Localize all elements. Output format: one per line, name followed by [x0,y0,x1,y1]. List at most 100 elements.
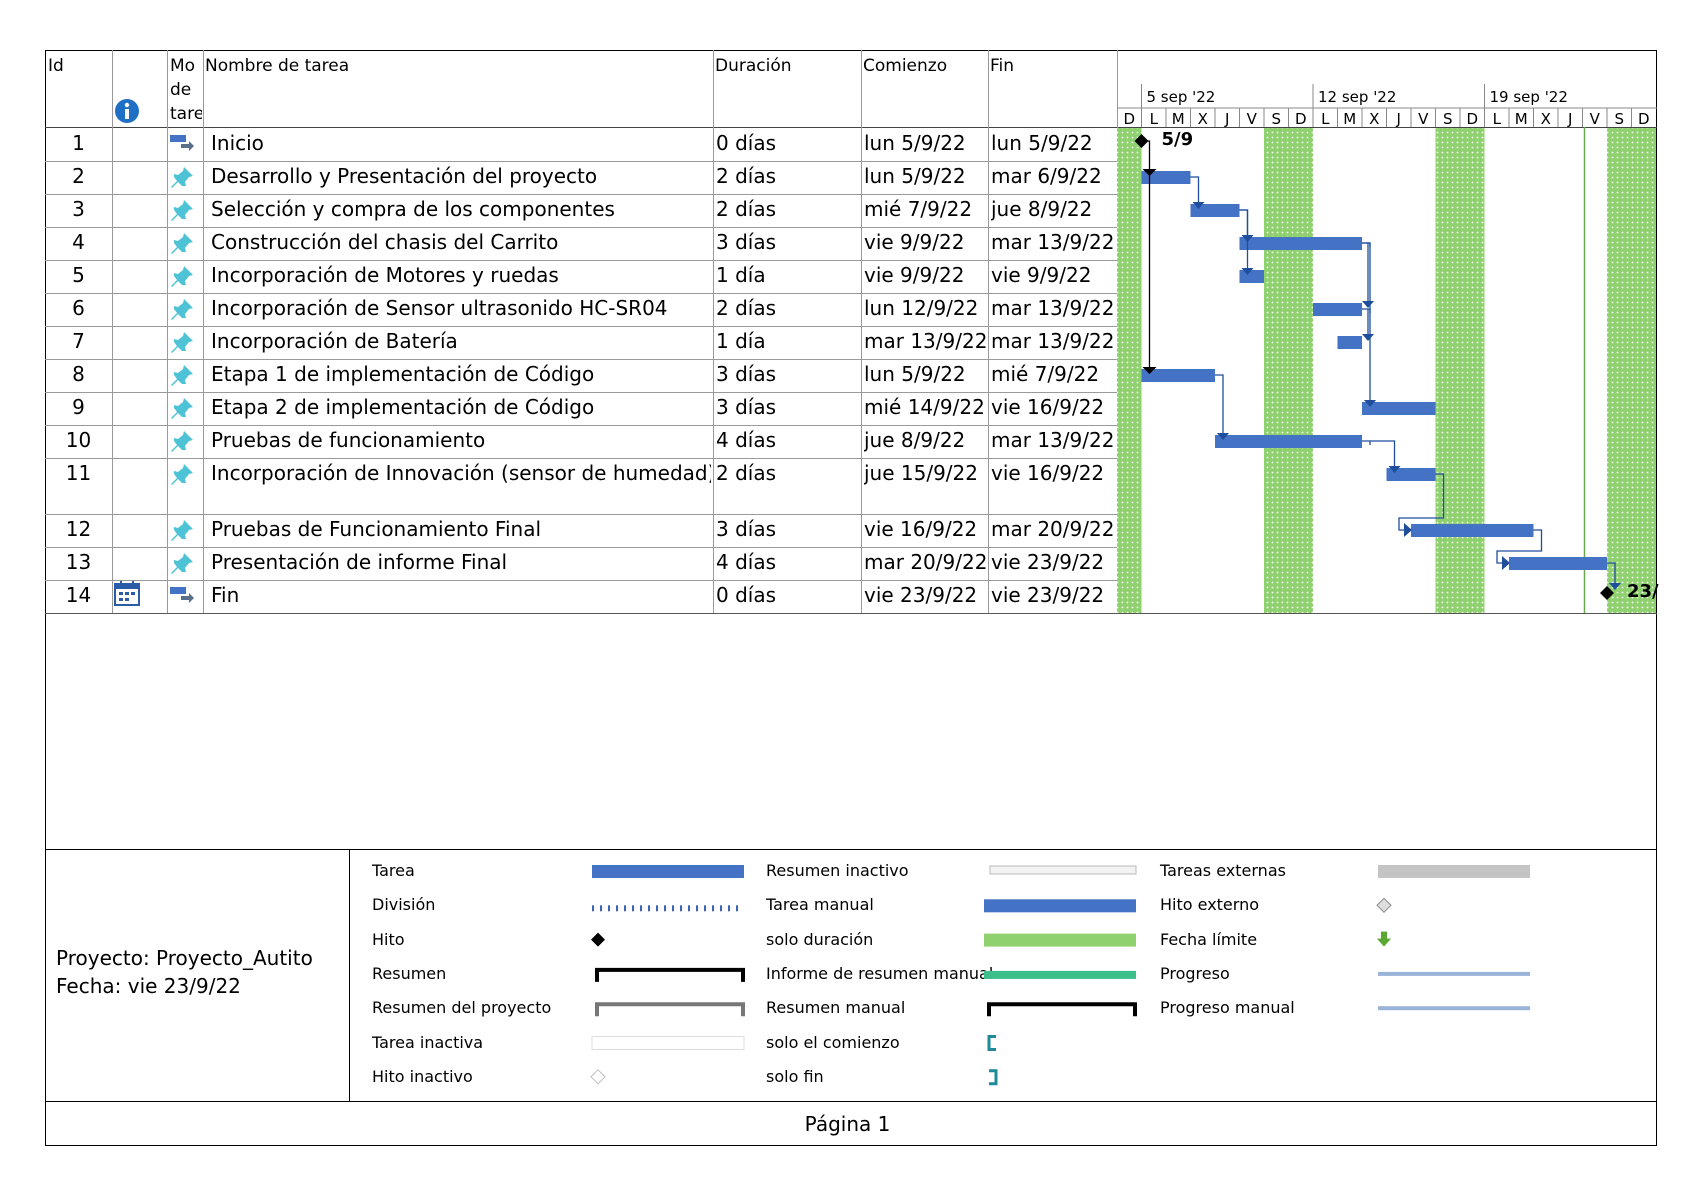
task-id[interactable]: 12 [65,517,92,541]
task-finish[interactable]: vie 23/9/22 [991,550,1105,574]
task-bar[interactable] [1337,336,1363,349]
task-start[interactable]: vie 23/9/22 [864,583,978,607]
task-start[interactable]: lun 5/9/22 [864,131,966,155]
task-bar[interactable] [1190,204,1240,217]
task-bar[interactable] [1313,303,1362,316]
task-finish[interactable]: mar 20/9/22 [991,517,1115,541]
milestone-marker[interactable] [1600,586,1614,600]
task-name[interactable]: Pruebas de Funcionamiento Final [211,517,542,541]
task-duration[interactable]: 3 días [716,517,777,541]
task-name[interactable]: Presentación de informe Final [211,550,508,574]
row-divider [45,227,1117,228]
task-start[interactable]: vie 9/9/22 [864,263,965,287]
task-id[interactable]: 13 [65,550,92,574]
task-id[interactable]: 6 [72,296,85,320]
legend-split-symbol [720,905,722,912]
task-name[interactable]: Incorporación de Motores y ruedas [211,263,559,287]
task-start[interactable]: vie 16/9/22 [864,517,978,541]
task-start[interactable]: jue 15/9/22 [864,461,978,485]
task-duration[interactable]: 2 días [716,164,777,188]
task-name[interactable]: Fin [211,583,240,607]
task-finish[interactable]: mar 13/9/22 [991,296,1115,320]
task-finish[interactable]: mar 13/9/22 [991,428,1115,452]
legend-split-symbol [648,905,650,912]
task-bar[interactable] [1141,171,1191,184]
task-start[interactable]: vie 9/9/22 [864,230,965,254]
header-mode[interactable]: Mo de tare [170,54,202,126]
task-finish[interactable]: mar 13/9/22 [991,329,1115,353]
task-duration[interactable]: 0 días [716,131,777,155]
task-finish[interactable]: vie 16/9/22 [991,461,1105,485]
task-duration[interactable]: 2 días [716,197,777,221]
task-finish[interactable]: lun 5/9/22 [991,131,1093,155]
task-duration[interactable]: 1 día [716,329,766,353]
gantt-chart: 5 sep '22 12 sep '22 19 sep '22D L M X J V S D L M X… [1117,84,1659,613]
task-id[interactable]: 14 [65,583,92,607]
task-duration[interactable]: 4 días [716,550,777,574]
day-label: J [1567,110,1572,128]
header-id[interactable]: Id [48,56,64,76]
task-name[interactable]: Etapa 1 de implementación de Código [211,362,595,386]
task-start[interactable]: lun 5/9/22 [864,164,966,188]
task-bar[interactable] [1411,524,1534,537]
task-id[interactable]: 4 [72,230,85,254]
task-id[interactable]: 9 [72,395,85,419]
task-start[interactable]: mar 20/9/22 [864,550,988,574]
header-start[interactable]: Comienzo [863,56,948,76]
task-duration[interactable]: 3 días [716,395,777,419]
header-finish[interactable]: Fin [990,56,1015,76]
task-finish[interactable]: mié 7/9/22 [991,362,1100,386]
legend-split-symbol [632,905,634,912]
task-id[interactable]: 7 [72,329,85,353]
task-id[interactable]: 8 [72,362,85,386]
task-name[interactable]: Desarrollo y Presentación del proyecto [211,164,598,188]
task-start[interactable]: jue 8/9/22 [864,428,966,452]
task-duration[interactable]: 3 días [716,230,777,254]
task-finish[interactable]: vie 23/9/22 [991,583,1105,607]
task-finish[interactable]: vie 16/9/22 [991,395,1105,419]
legend-label: Resumen del proyecto [372,998,552,1018]
task-name[interactable]: Construcción del chasis del Carrito [211,230,559,254]
task-bar[interactable] [1362,402,1436,415]
task-id[interactable]: 1 [72,131,85,155]
task-id[interactable]: 10 [65,428,92,452]
task-bar[interactable] [1215,435,1362,448]
header-indicators[interactable] [114,98,142,133]
task-name[interactable]: Etapa 2 de implementación de Código [211,395,595,419]
task-finish[interactable]: vie 9/9/22 [991,263,1092,287]
header-task-name[interactable]: Nombre de tarea [205,56,350,76]
task-duration[interactable]: 3 días [716,362,777,386]
task-finish[interactable]: mar 13/9/22 [991,230,1115,254]
task-start[interactable]: mié 7/9/22 [864,197,973,221]
task-duration[interactable]: 2 días [716,461,777,485]
task-id[interactable]: 5 [72,263,85,287]
task-duration[interactable]: 0 días [716,583,777,607]
task-start[interactable]: lun 5/9/22 [864,362,966,386]
task-id[interactable]: 2 [72,164,85,188]
task-name[interactable]: Selección y compra de los componentes [211,197,615,221]
task-bar[interactable] [1386,468,1436,481]
task-duration[interactable]: 1 día [716,263,766,287]
task-duration[interactable]: 4 días [716,428,777,452]
task-id[interactable]: 3 [72,197,85,221]
task-duration[interactable]: 2 días [716,296,777,320]
task-start[interactable]: mié 14/9/22 [864,395,985,419]
task-finish[interactable]: mar 6/9/22 [991,164,1102,188]
task-name[interactable]: Incorporación de Sensor ultrasonido HC-S… [211,296,668,320]
task-bar[interactable] [1141,369,1216,382]
task-bar[interactable] [1239,270,1265,283]
row-divider [45,458,1117,459]
milestone-marker[interactable] [1134,134,1149,148]
task-start[interactable]: mar 13/9/22 [864,329,988,353]
task-bar[interactable] [1509,557,1607,570]
task-start[interactable]: lun 12/9/22 [864,296,979,320]
task-finish[interactable]: jue 8/9/22 [991,197,1093,221]
header-duration[interactable]: Duración [715,56,792,76]
task-name[interactable]: Inicio [211,131,264,155]
task-id[interactable]: 11 [65,461,92,485]
task-bar[interactable] [1239,237,1363,250]
task-name[interactable]: Incorporación de Batería [211,329,458,353]
task-name[interactable]: Incorporación de Innovación (sensor de h… [211,461,711,485]
column-divider [167,50,168,613]
task-name[interactable]: Pruebas de funcionamiento [211,428,486,452]
